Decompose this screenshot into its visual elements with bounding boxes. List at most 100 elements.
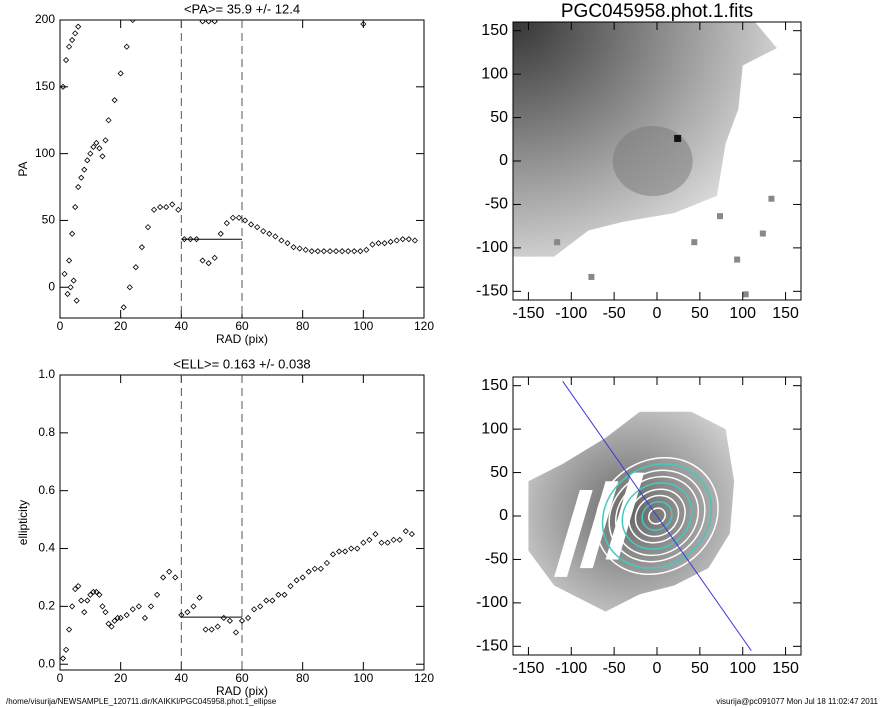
data-point (78, 174, 85, 181)
data-point (378, 539, 385, 546)
star (674, 134, 682, 142)
data-point (187, 236, 194, 243)
data-point (135, 603, 142, 610)
data-point (105, 117, 112, 124)
pa-line (562, 381, 752, 651)
y-tick-label: 200 (35, 12, 55, 26)
data-point (99, 153, 106, 160)
data-point (160, 574, 167, 581)
y-tick-label: 50 (490, 109, 508, 126)
y-tick-label: -100 (476, 239, 508, 256)
y-tick-label: 150 (481, 377, 508, 394)
data-point (360, 20, 367, 28)
data-point (60, 655, 67, 662)
data-point (117, 70, 124, 77)
data-point (348, 545, 355, 552)
y-tick-label: -150 (476, 283, 508, 300)
x-tick-label: 150 (772, 660, 799, 677)
x-tick-label: 20 (114, 319, 128, 333)
y-tick-label: 0 (48, 279, 55, 293)
y-tick-label: -50 (485, 551, 508, 568)
x-tick-label: 100 (353, 671, 373, 685)
data-point (102, 609, 109, 616)
data-point (81, 609, 88, 616)
data-point (393, 237, 400, 244)
y-tick-label: 1.0 (38, 367, 55, 381)
data-point (269, 597, 276, 604)
x-tick-label: 50 (691, 660, 709, 677)
data-point (260, 228, 267, 235)
x-tick-label: -100 (555, 305, 587, 322)
data-point (102, 137, 109, 144)
data-point (281, 591, 288, 598)
data-point (296, 245, 303, 252)
mask-stripe (579, 481, 619, 569)
x-tick-label: -150 (512, 660, 544, 677)
data-point (66, 626, 73, 633)
pixel (742, 291, 749, 298)
pixel (734, 256, 741, 263)
data-point (166, 568, 173, 575)
mask-stripe (554, 489, 593, 577)
x-tick-label: 0 (57, 671, 64, 685)
data-point (87, 591, 94, 598)
data-point (61, 270, 68, 277)
data-point (96, 591, 103, 598)
data-point (287, 583, 294, 590)
data-point (69, 36, 76, 44)
data-point (342, 548, 349, 555)
plot-title: <PA>= 35.9 +/- 12.4 (184, 1, 300, 16)
data-point (402, 528, 409, 535)
data-point (387, 238, 394, 245)
pixel (588, 273, 595, 280)
data-point (154, 591, 161, 598)
data-point (169, 201, 176, 208)
footer-stamp: visurija@pc091077 Mon Jul 18 11:02:47 20… (716, 697, 878, 706)
y-tick-label: 100 (481, 420, 508, 437)
data-point (326, 248, 334, 255)
data-point (339, 248, 346, 255)
data-point (251, 606, 258, 613)
data-point (123, 43, 130, 50)
y-tick-label: 100 (35, 146, 55, 160)
y-tick-label: 0 (499, 152, 508, 169)
x-axis-label: RAD (pix) (216, 684, 268, 698)
x-tick-label: -100 (555, 660, 587, 677)
data-point (175, 206, 182, 213)
data-point (320, 248, 327, 255)
data-point (217, 230, 224, 237)
data-point (73, 297, 80, 304)
data-point (372, 531, 379, 538)
data-point (369, 241, 376, 248)
data-point (390, 536, 397, 543)
data-point (235, 214, 243, 221)
x-tick-label: 100 (729, 660, 756, 677)
x-tick-label: 0 (57, 319, 64, 333)
data-point (275, 591, 282, 598)
data-point (111, 97, 118, 104)
data-point (299, 574, 306, 581)
galaxy-core (612, 126, 693, 196)
data-point (248, 221, 255, 228)
data-point (311, 565, 318, 572)
data-point (272, 233, 279, 240)
y-tick-label: -50 (485, 196, 508, 213)
data-point (405, 236, 412, 243)
x-tick-label: 40 (175, 671, 189, 685)
data-point (336, 548, 343, 555)
data-point (93, 139, 100, 147)
data-point (199, 20, 206, 25)
data-point (132, 264, 139, 271)
data-point (90, 143, 97, 151)
data-point (93, 588, 100, 595)
data-point (99, 603, 106, 610)
data-point (163, 204, 170, 211)
data-point (399, 236, 406, 243)
data-point (199, 257, 206, 264)
data-point (193, 236, 200, 243)
x-tick-label: -150 (512, 305, 544, 322)
data-point (96, 145, 103, 152)
y-tick-label: 0.0 (38, 656, 55, 670)
data-point (257, 603, 264, 610)
